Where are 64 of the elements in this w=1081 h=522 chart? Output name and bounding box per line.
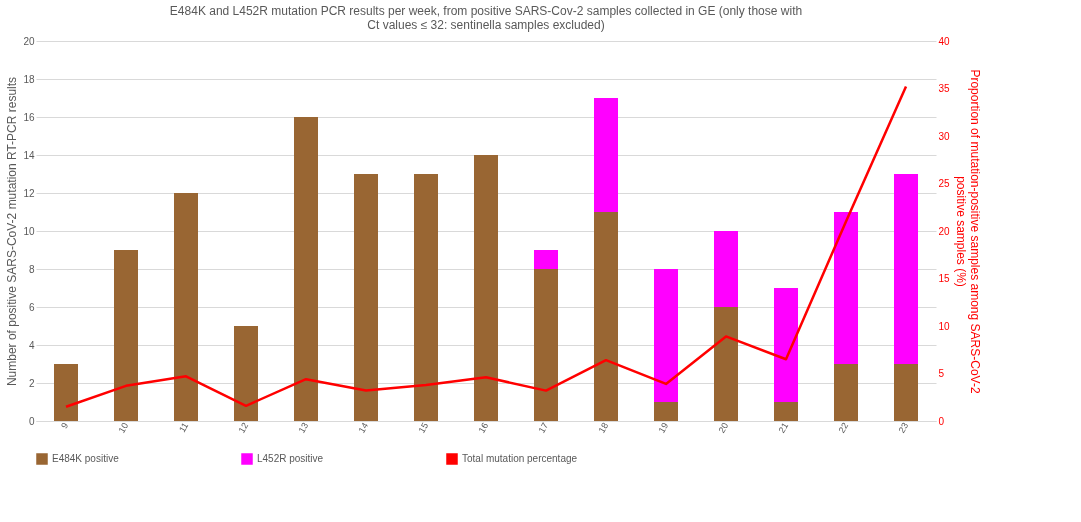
y-tick-label: 10 (23, 225, 35, 237)
bar (714, 307, 738, 421)
y-tick-label: 14 (23, 149, 35, 161)
bar (534, 269, 558, 421)
legend-label: Total mutation percentage (462, 453, 578, 464)
x-tick-label: 10 (116, 421, 131, 435)
x-tick-label: 19 (656, 421, 671, 435)
chart-title: E484K and L452R mutation PCR results per week, from positive SARS-Cov-2 samples collected in GE (only those with Ct values ≤ 32: sentinella samples excluded) (169, 4, 803, 32)
bar (414, 174, 438, 421)
x-tick-label: 21 (776, 421, 791, 435)
x-tick-label: 22 (836, 421, 851, 435)
bar (354, 174, 378, 421)
bar (234, 326, 258, 421)
x-tick-label: 20 (716, 421, 731, 435)
bar (894, 364, 918, 421)
y-tick-label: 12 (23, 187, 35, 199)
y-tick-label: 18 (23, 73, 35, 85)
y-tick-label: 16 (23, 111, 35, 123)
y-axis-title: Number of positive SARS-CoV-2 mutation RT-PCR results (5, 76, 20, 387)
x-tick-label: 9 (59, 421, 71, 431)
x-tick-label: 11 (177, 421, 191, 435)
y-tick-label: 8 (28, 263, 35, 275)
bar (714, 231, 738, 307)
y2-tick-label: 30 (938, 130, 951, 142)
bar (174, 193, 198, 421)
y2-tick-label: 5 (938, 368, 945, 379)
bar (834, 364, 858, 421)
y2-tick-label: 15 (938, 273, 951, 284)
y2-tick-label: 0 (938, 415, 945, 427)
y-tick-label: 6 (28, 301, 35, 313)
x-tick-label: 13 (296, 421, 311, 435)
y2-tick-label: 35 (938, 83, 951, 94)
x-tick-label: 17 (536, 421, 551, 435)
bar (654, 269, 678, 402)
bar (834, 212, 858, 364)
y-tick-label: 2 (28, 377, 35, 389)
x-tick-label: 14 (356, 421, 371, 435)
y2-tick-label: 40 (938, 35, 951, 47)
legend-label: E484K positive (52, 453, 120, 464)
bar (114, 250, 138, 421)
y-tick-label: 0 (28, 415, 35, 427)
x-tick-label: 15 (416, 421, 431, 435)
bar (894, 174, 918, 364)
bar (294, 117, 318, 421)
y2-tick-label: 20 (938, 225, 951, 237)
y2-tick-label: 25 (938, 178, 951, 189)
x-tick-label: 18 (596, 421, 611, 435)
y2-tick-label: 10 (938, 320, 951, 332)
y-tick-label: 4 (28, 339, 35, 351)
bar (654, 402, 678, 421)
bar (534, 250, 558, 269)
y2-axis-title: Proportion of mutation-positive samples among SARS-CoV-2 positive samples (%) (953, 69, 982, 394)
bar (594, 98, 618, 212)
bar (774, 402, 798, 421)
y-tick-label: 20 (23, 35, 35, 47)
x-tick-label: 23 (896, 421, 911, 435)
legend-label: L452R positive (257, 453, 324, 464)
x-tick-label: 16 (476, 421, 491, 435)
bar (54, 364, 78, 421)
line-series (64, 85, 908, 408)
bar (474, 155, 498, 421)
bar (774, 288, 798, 402)
bar (594, 212, 618, 421)
x-tick-label: 12 (236, 421, 251, 435)
